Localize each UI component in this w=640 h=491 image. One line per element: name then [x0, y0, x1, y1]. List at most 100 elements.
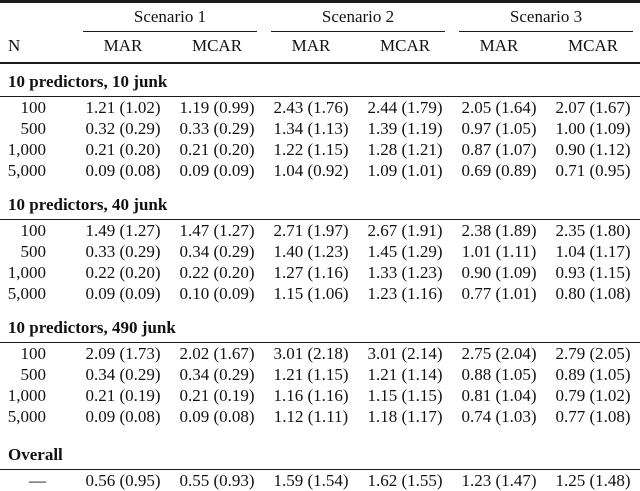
scenario-3-cmidrule: Scenario 3: [459, 7, 634, 32]
row-label-n: 100: [20, 221, 47, 240]
table-row: 500 0.34 (0.29) 0.34 (0.29) 1.21 (1.15) 1.21…: [0, 364, 640, 385]
table-row: 1,000 0.21 (0.19) 0.21 (0.19) 1.16 (1.16) 1.…: [0, 385, 640, 406]
section-title: 10 predictors, 490 junk: [0, 304, 640, 343]
value-cell: 0.74 (1.03): [461, 407, 537, 426]
value-cell: 1.16 (1.16): [273, 386, 349, 405]
value-cell: 1.15 (1.15): [367, 386, 443, 405]
section-title: 10 predictors, 10 junk: [0, 63, 640, 97]
value-cell: 1.21 (1.14): [367, 365, 443, 384]
row-label-n: 1,000: [7, 263, 46, 282]
value-cell: 1.47 (1.27): [179, 221, 255, 240]
value-cell: 1.25 (1.48): [546, 469, 640, 491]
value-cell: 0.34 (0.29): [179, 365, 255, 384]
row-label-n: 5,000: [7, 161, 46, 180]
value-cell: 0.09 (0.08): [179, 407, 255, 426]
table-row: 1,000 0.21 (0.20) 0.21 (0.20) 1.22 (1.15) 1.…: [0, 139, 640, 160]
column-header-row: N MAR MCAR MAR MCAR MAR MCAR: [0, 32, 640, 64]
value-cell: 0.34 (0.29): [85, 365, 161, 384]
row-label-n: 5,000: [7, 407, 46, 426]
table-row: 5,000 0.09 (0.08) 0.09 (0.08) 1.12 (1.11) 1.…: [0, 406, 640, 427]
section-title: Overall: [0, 427, 640, 470]
value-cell: 0.22 (0.20): [179, 263, 255, 282]
table-row: 500 0.33 (0.29) 0.34 (0.29) 1.40 (1.23) 1.45…: [0, 241, 640, 262]
table-row: 100 1.21 (1.02) 1.19 (0.99) 2.43 (1.76) 2.44…: [0, 97, 640, 119]
scenario-header-row: Scenario 1 Scenario 2 Scenario 3: [0, 2, 640, 33]
value-cell: 1.40 (1.23): [273, 242, 349, 261]
scenario-1-group-header: Scenario 1: [76, 2, 264, 32]
value-cell: 0.87 (1.07): [461, 140, 537, 159]
value-cell: 0.22 (0.20): [85, 263, 161, 282]
corner-spacer: [0, 2, 76, 33]
row-label-n: 500: [20, 119, 47, 138]
value-cell: 2.05 (1.64): [461, 98, 537, 117]
value-cell: 0.88 (1.05): [461, 365, 537, 384]
value-cell: 2.71 (1.97): [273, 221, 349, 240]
value-cell: 0.93 (1.15): [555, 263, 631, 282]
value-cell: 0.90 (1.12): [555, 140, 631, 159]
scenario-1-label: Scenario 1: [133, 7, 207, 26]
value-cell: 1.12 (1.11): [273, 407, 349, 426]
value-cell: 2.67 (1.91): [367, 221, 443, 240]
value-cell: 0.34 (0.29): [179, 242, 255, 261]
value-cell: 1.22 (1.15): [273, 140, 349, 159]
value-cell: 1.21 (1.02): [85, 98, 161, 117]
value-cell: 3.01 (2.18): [273, 344, 349, 363]
row-label-n: 100: [20, 98, 47, 117]
value-cell: 1.28 (1.21): [367, 140, 443, 159]
table-header: Scenario 1 Scenario 2 Scenario 3 N MAR: [0, 2, 640, 64]
column-header-mar-1: MAR: [76, 32, 170, 64]
value-cell: 0.77 (1.01): [461, 284, 537, 303]
value-cell: 1.33 (1.23): [367, 263, 443, 282]
value-cell: 0.71 (0.95): [555, 161, 631, 180]
value-cell: 1.34 (1.13): [273, 119, 349, 138]
value-cell: 1.21 (1.15): [273, 365, 349, 384]
row-label-n: —: [0, 469, 76, 491]
value-cell: 2.38 (1.89): [461, 221, 537, 240]
value-cell: 0.33 (0.29): [179, 119, 255, 138]
section-header-row: 10 predictors, 490 junk: [0, 304, 640, 343]
value-cell: 0.79 (1.02): [555, 386, 631, 405]
row-label-n: 5,000: [7, 284, 46, 303]
value-cell: 0.32 (0.29): [85, 119, 161, 138]
value-cell: 0.56 (0.95): [76, 469, 170, 491]
row-label-n: 1,000: [7, 140, 46, 159]
row-label-n: 1,000: [7, 386, 46, 405]
column-header-mcar-1: MCAR: [170, 32, 265, 64]
table-body: 10 predictors, 10 junk 100 1.21 (1.02) 1.19…: [0, 63, 640, 491]
column-header-mar-2: MAR: [264, 32, 359, 64]
value-cell: 0.10 (0.09): [179, 284, 255, 303]
scenario-2-group-header: Scenario 2: [264, 2, 452, 32]
row-label-n: 100: [20, 344, 47, 363]
value-cell: 1.62 (1.55): [358, 469, 453, 491]
value-cell: 0.77 (1.08): [555, 407, 631, 426]
value-cell: 0.21 (0.19): [85, 386, 161, 405]
value-cell: 1.04 (1.17): [555, 242, 631, 261]
value-cell: 1.18 (1.17): [367, 407, 443, 426]
column-header-mcar-3: MCAR: [546, 32, 640, 64]
value-cell: 2.07 (1.67): [555, 98, 631, 117]
value-cell: 1.01 (1.11): [461, 242, 537, 261]
value-cell: 1.15 (1.06): [273, 284, 349, 303]
value-cell: 0.97 (1.05): [461, 119, 537, 138]
value-cell: 1.04 (0.92): [273, 161, 349, 180]
value-cell: 3.01 (2.14): [367, 344, 443, 363]
value-cell: 2.75 (2.04): [461, 344, 537, 363]
value-cell: 2.09 (1.73): [85, 344, 161, 363]
value-cell: 1.19 (0.99): [179, 98, 255, 117]
value-cell: 1.39 (1.19): [367, 119, 443, 138]
column-header-n: N: [0, 32, 76, 64]
value-cell: 0.09 (0.09): [85, 284, 161, 303]
table-row: 1,000 0.22 (0.20) 0.22 (0.20) 1.27 (1.16) 1.…: [0, 262, 640, 283]
section-title: 10 predictors, 40 junk: [0, 181, 640, 220]
value-cell: 1.27 (1.16): [273, 263, 349, 282]
value-cell: 0.80 (1.08): [555, 284, 631, 303]
value-cell: 2.44 (1.79): [367, 98, 443, 117]
value-cell: 0.09 (0.09): [179, 161, 255, 180]
value-cell: 1.00 (1.09): [555, 119, 631, 138]
section-header-row: Overall: [0, 427, 640, 470]
value-cell: 1.23 (1.16): [367, 284, 443, 303]
table-row: 5,000 0.09 (0.08) 0.09 (0.09) 1.04 (0.92) 1.…: [0, 160, 640, 181]
column-header-mar-3: MAR: [452, 32, 547, 64]
